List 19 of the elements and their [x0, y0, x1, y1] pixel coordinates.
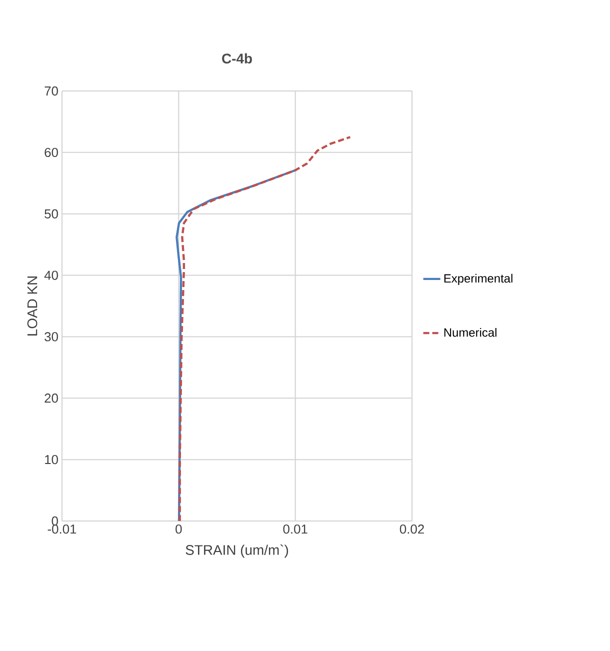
x-axis-title: STRAIN (um/m`) — [186, 544, 288, 558]
y-tick-label: 50 — [44, 209, 58, 218]
x-tick-label: 0.02 — [400, 524, 424, 534]
y-tick-label: 60 — [44, 148, 58, 158]
x-tick-label: 0 — [176, 524, 182, 534]
legend-label: Numerical — [444, 328, 496, 337]
y-tick-label: 40 — [44, 270, 58, 280]
y-tick-label: 20 — [44, 394, 58, 403]
y-tick-label: 10 — [45, 454, 58, 464]
y-tick-label: 0 — [52, 516, 58, 526]
y-tick-label: 30 — [44, 332, 58, 342]
line-series — [178, 136, 352, 521]
line-series — [176, 169, 296, 521]
chart-title: C-4b — [222, 53, 252, 64]
legend-label: Experimental — [444, 274, 512, 285]
y-tick-label: 70 — [44, 86, 58, 96]
x-tick-label: -0.01 — [48, 524, 76, 534]
x-tick-label: 0.01 — [283, 524, 308, 534]
y-axis-title: LOAD KN — [27, 276, 38, 336]
